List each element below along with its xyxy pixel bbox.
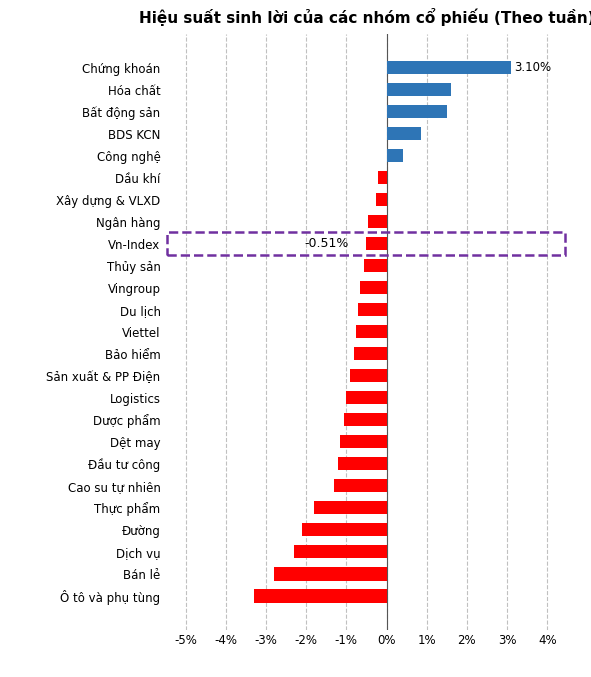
Bar [294, 545, 387, 559]
Bar [314, 501, 387, 515]
Text: -0.51%: -0.51% [304, 237, 349, 250]
Bar [368, 215, 387, 228]
Bar [387, 105, 447, 118]
Bar [387, 149, 402, 162]
Bar [387, 61, 511, 74]
Bar [274, 567, 387, 580]
Bar [361, 281, 387, 294]
Bar [387, 127, 421, 140]
Bar [302, 523, 387, 536]
Bar [356, 325, 387, 338]
Bar [358, 303, 387, 316]
Bar [335, 479, 387, 492]
Bar [355, 347, 387, 360]
Bar [254, 589, 387, 603]
Bar [365, 259, 387, 272]
Bar [346, 391, 387, 404]
Bar [387, 83, 451, 96]
Title: Hiệu suất sinh lời của các nhóm cổ phiếu (Theo tuần): Hiệu suất sinh lời của các nhóm cổ phiếu… [139, 7, 591, 26]
Bar [376, 193, 387, 206]
Bar [378, 171, 387, 184]
Bar [340, 435, 387, 448]
Bar [338, 457, 387, 471]
Bar [366, 237, 387, 250]
Bar [350, 369, 387, 383]
Text: 3.10%: 3.10% [514, 61, 551, 74]
Bar [345, 413, 387, 427]
